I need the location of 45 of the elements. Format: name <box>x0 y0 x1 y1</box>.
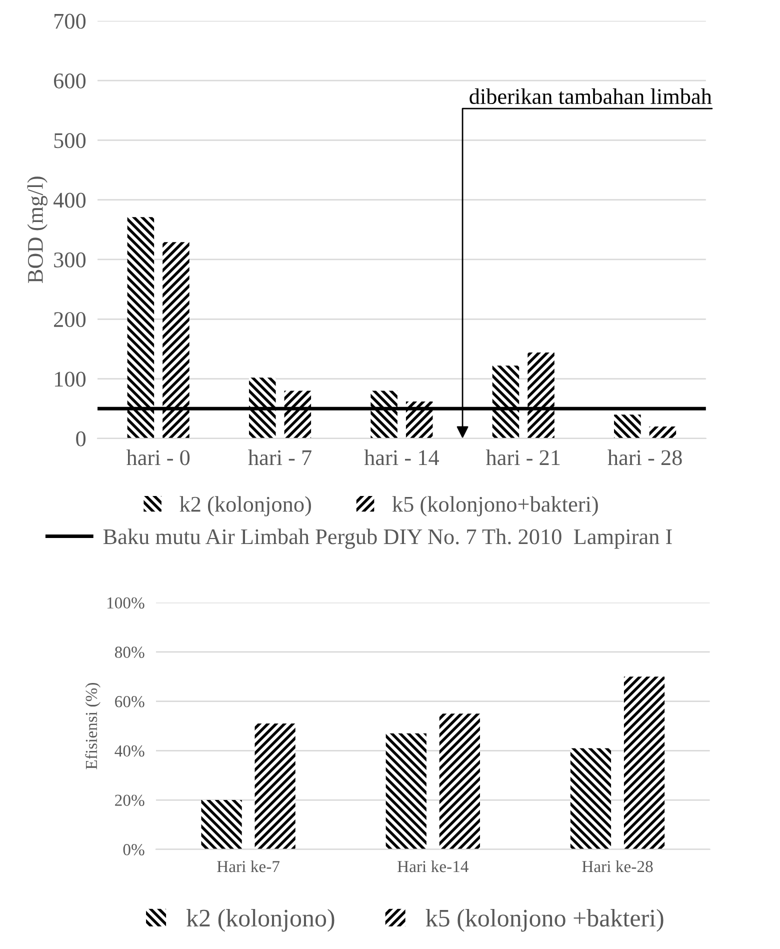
y-axis-title: BOD (mg/l) <box>27 176 48 284</box>
y-tick-label: 400 <box>53 192 86 208</box>
y-tick-label: 60% <box>115 696 144 708</box>
legend-label: k2 (kolonjono) <box>180 496 311 516</box>
y-tick-label: 0% <box>123 844 144 856</box>
y-axis-title: Efisiensi (%) <box>85 682 100 770</box>
y-tick-label: 0 <box>76 431 86 446</box>
y-tick-label: 100% <box>107 597 144 609</box>
bar <box>370 390 398 438</box>
x-tick-label: Hari ke-14 <box>398 860 469 872</box>
x-tick-label: Hari ke-7 <box>217 860 280 872</box>
bar <box>386 733 426 850</box>
bar <box>162 242 190 438</box>
y-tick-label: 500 <box>54 133 86 148</box>
x-tick-label: hari - 0 <box>126 450 190 466</box>
legend-label: k5 (kolonjono+bakteri) <box>392 496 598 516</box>
x-tick-label: hari - 21 <box>486 450 560 466</box>
legend-label: Baku mutu Air Limbah Pergub DIY No. 7 Th. 2010 Lampiran I <box>103 528 672 549</box>
bar <box>492 366 520 438</box>
bar <box>439 714 480 850</box>
y-tick-label: 700 <box>54 14 86 29</box>
bar <box>570 748 612 850</box>
y-tick-label: 80% <box>114 646 144 658</box>
bar <box>528 352 554 438</box>
y-tick-label: 300 <box>54 252 86 268</box>
bar <box>254 724 296 850</box>
bar <box>614 414 641 438</box>
bar <box>248 378 276 438</box>
bar <box>127 217 154 438</box>
bar <box>284 390 312 438</box>
y-tick-label: 40% <box>114 745 144 757</box>
x-tick-label: hari - 28 <box>608 450 682 466</box>
y-tick-label: 20% <box>115 794 144 806</box>
x-tick-label: hari - 7 <box>248 450 312 466</box>
y-tick-label: 100 <box>55 372 86 387</box>
legend-label: k5 (kolonjono +bakteri) <box>426 909 664 932</box>
bar <box>649 426 676 438</box>
annotation: diberikan tambahan limbah <box>470 88 712 104</box>
bar <box>201 800 242 850</box>
y-tick-label: 200 <box>54 312 86 328</box>
bar <box>624 676 665 850</box>
x-tick-label: Hari ke-28 <box>582 860 653 872</box>
legend-label: k2 (kolonjono) <box>186 909 334 932</box>
x-tick-label: hari - 14 <box>364 450 439 466</box>
y-tick-label: 600 <box>54 73 86 88</box>
